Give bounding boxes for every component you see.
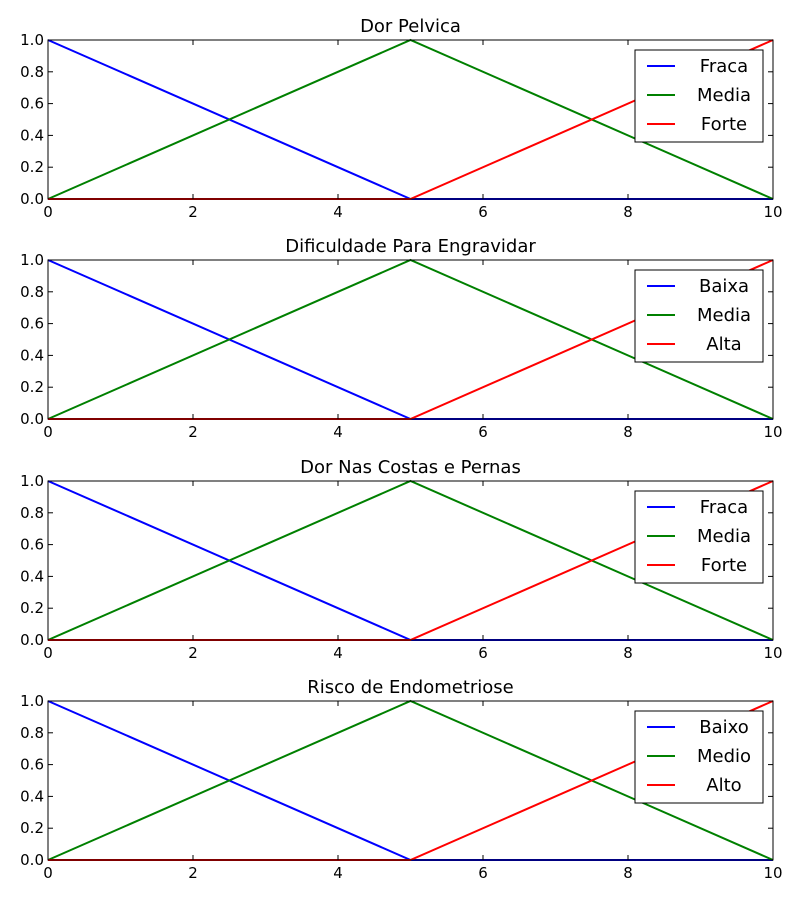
legend-label-fraca: Fraca	[700, 497, 748, 518]
y-tick-label: 1.0	[20, 31, 44, 49]
legend-label-alto: Alto	[706, 775, 741, 796]
x-tick-label: 10	[763, 644, 782, 662]
x-tick-label: 2	[188, 423, 198, 441]
subplot-4: Risco de Endometriose 0 2 4 6 8 10 0.0 0.2 0.4 0.6…	[20, 677, 782, 882]
legend-label-media: Media	[697, 305, 751, 326]
x-tick-label: 6	[478, 423, 488, 441]
legend: Baixa Media Alta	[634, 269, 764, 363]
chart-title: Dor Pelvica	[360, 16, 461, 37]
subplot-2: Dificuldade Para Engravidar 0 2 4 6 8 10 0.0 0.2…	[20, 236, 782, 441]
subplot-1: Dor Pelvica 0 2 4 6 8 10 0.0 0.2 0.4 0.6 0.8 1.0 Frac…	[20, 16, 782, 221]
x-tick-label: 4	[333, 203, 343, 221]
y-tick-label: 0.4	[20, 126, 44, 144]
x-tick-label: 0	[43, 864, 53, 882]
x-tick-label: 2	[188, 864, 198, 882]
y-tick-label: 0.0	[20, 631, 44, 649]
y-tick-label: 0.4	[20, 346, 44, 364]
y-tick-label: 0.8	[20, 504, 44, 522]
y-tick-label: 0.6	[20, 536, 44, 554]
subplot-3: Dor Nas Costas e Pernas 0 2 4 6 8 10 0.0 0.2 0.4 0…	[20, 457, 782, 662]
plot-frame	[47, 39, 774, 200]
x-tick-label: 10	[763, 864, 782, 882]
x-tick-label: 2	[188, 644, 198, 662]
legend-label-baixo: Baixo	[699, 717, 749, 738]
x-tick-label: 8	[623, 423, 633, 441]
y-tick-label: 0.6	[20, 315, 44, 333]
legend-label-media: Media	[697, 526, 751, 547]
y-tick-label: 0.0	[20, 851, 44, 869]
y-tick-label: 0.6	[20, 756, 44, 774]
y-tick-label: 0.8	[20, 63, 44, 81]
y-tick-label: 0.2	[20, 599, 44, 617]
legend-label-medio: Medio	[697, 746, 751, 767]
y-tick-label: 0.2	[20, 819, 44, 837]
x-tick-label: 6	[478, 864, 488, 882]
x-tick-label: 10	[763, 203, 782, 221]
legend: Baixo Medio Alto	[634, 710, 764, 804]
legend-label-alta: Alta	[706, 334, 741, 355]
x-tick-label: 0	[43, 423, 53, 441]
y-tick-label: 1.0	[20, 472, 44, 490]
x-tick-label: 8	[623, 864, 633, 882]
y-tick-label: 0.8	[20, 724, 44, 742]
plot-frame	[47, 700, 774, 861]
y-tick-label: 0.8	[20, 283, 44, 301]
legend: Fraca Media Forte	[634, 49, 764, 143]
y-tick-label: 0.2	[20, 158, 44, 176]
x-tick-label: 4	[333, 644, 343, 662]
y-tick-label: 0.2	[20, 378, 44, 396]
x-tick-label: 2	[188, 203, 198, 221]
x-tick-label: 0	[43, 644, 53, 662]
y-tick-label: 0.0	[20, 410, 44, 428]
y-tick-label: 0.6	[20, 95, 44, 113]
x-tick-label: 6	[478, 203, 488, 221]
legend: Fraca Media Forte	[634, 490, 764, 584]
x-tick-label: 10	[763, 423, 782, 441]
legend-label-baixa: Baixa	[699, 276, 749, 297]
chart-title: Risco de Endometriose	[307, 677, 514, 698]
x-tick-label: 4	[333, 423, 343, 441]
chart-title: Dor Nas Costas e Pernas	[300, 457, 521, 478]
plot-frame	[47, 480, 774, 641]
x-tick-label: 8	[623, 203, 633, 221]
y-tick-label: 1.0	[20, 251, 44, 269]
y-tick-label: 0.4	[20, 567, 44, 585]
y-tick-label: 0.0	[20, 190, 44, 208]
x-tick-label: 4	[333, 864, 343, 882]
legend-label-forte: Forte	[701, 555, 747, 576]
y-tick-label: 1.0	[20, 692, 44, 710]
x-tick-label: 6	[478, 644, 488, 662]
x-tick-label: 0	[43, 203, 53, 221]
y-tick-label: 0.4	[20, 787, 44, 805]
legend-label-media: Media	[697, 85, 751, 106]
plot-frame	[47, 259, 774, 420]
legend-label-forte: Forte	[701, 114, 747, 135]
x-tick-label: 8	[623, 644, 633, 662]
legend-label-fraca: Fraca	[700, 56, 748, 77]
chart-title: Dificuldade Para Engravidar	[285, 236, 536, 257]
